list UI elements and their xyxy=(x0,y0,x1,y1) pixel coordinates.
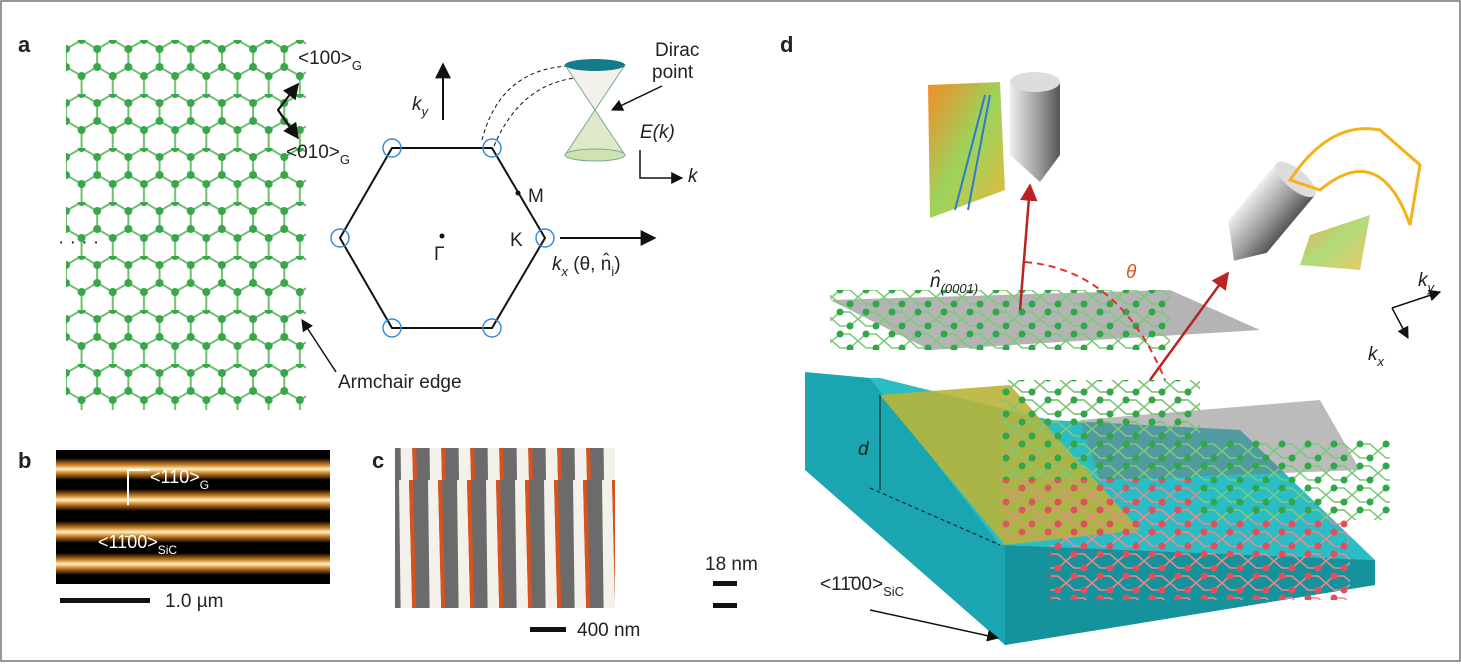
text-part: y xyxy=(421,104,430,119)
dirac-label: Dirac xyxy=(655,40,699,61)
height-bar xyxy=(713,603,737,608)
text-part: ) xyxy=(614,254,620,275)
text-part: G xyxy=(200,478,209,492)
kx-axis xyxy=(1392,308,1408,338)
text-part: G xyxy=(352,58,362,73)
text-part: <11̄00> xyxy=(98,532,158,552)
direction-label: <11̄00>SiC xyxy=(820,574,904,599)
figure: a · · · · <100>G <010>G Armchair edge Γ … xyxy=(0,0,1461,662)
arpes-surface xyxy=(1290,129,1420,225)
energy-axes xyxy=(640,150,682,178)
text-part: x xyxy=(1377,354,1385,369)
panel-label: d xyxy=(780,32,793,57)
gamma-point xyxy=(440,234,445,239)
analyzer xyxy=(1010,72,1060,182)
lattice-green xyxy=(1200,440,1390,520)
lattice-green xyxy=(830,290,1170,350)
kx-label: kx (θ, n̂i) xyxy=(552,253,621,279)
energy-label: E(k) xyxy=(640,122,675,143)
scale-label: 400 nm xyxy=(577,620,640,641)
page: { "panel_a": { "label": "a", "dir_100": … xyxy=(0,0,1461,667)
text-part: (θ, n̂ xyxy=(568,253,611,275)
ky-label: ky xyxy=(1418,270,1436,295)
ky-label: ky xyxy=(412,94,430,119)
text-part: n̂ xyxy=(930,270,941,292)
text-part: <010> xyxy=(286,142,340,163)
panel-label: c xyxy=(372,448,384,473)
lattice-green xyxy=(1000,380,1200,480)
honeycomb-lattice xyxy=(66,40,306,410)
text-part: SiC xyxy=(883,584,904,599)
k-label: K xyxy=(510,230,523,251)
scale-bar xyxy=(530,627,566,632)
text-part: <100> xyxy=(298,48,352,69)
panel-label: b xyxy=(18,448,31,473)
arpes-map xyxy=(928,82,1005,218)
text-part: G xyxy=(340,152,350,167)
height-bar xyxy=(713,581,737,586)
text-part: SiC xyxy=(158,543,178,557)
arrow xyxy=(302,320,336,372)
edge-label: Armchair edge xyxy=(338,372,462,393)
text-part: y xyxy=(1427,280,1436,295)
m-label: M xyxy=(528,186,544,207)
kx-label: kx xyxy=(1368,344,1385,369)
arpes-map xyxy=(1300,215,1370,270)
3d-afm-image xyxy=(395,448,615,608)
text-part: <110> xyxy=(150,467,200,487)
direction-label: <100>G xyxy=(298,48,362,73)
scale-label: 1.0 µm xyxy=(165,591,223,612)
gamma-label: Γ xyxy=(434,244,444,265)
height-label: 18 nm xyxy=(705,554,758,575)
m-point xyxy=(516,191,521,196)
ellipsis: · · · · xyxy=(58,232,99,253)
text-part: (0001) xyxy=(941,281,979,296)
zoom-lines xyxy=(482,66,575,146)
panel-label: a xyxy=(18,32,31,57)
scale-bar xyxy=(60,598,150,603)
dirac-cone xyxy=(565,59,625,161)
arrow xyxy=(612,86,662,110)
depth-label: d xyxy=(858,439,870,460)
dirac-label: point xyxy=(652,62,694,83)
theta-label: θ xyxy=(1126,262,1137,283)
k-axis-label: k xyxy=(688,166,699,187)
text-part: <11̄00> xyxy=(820,574,883,595)
